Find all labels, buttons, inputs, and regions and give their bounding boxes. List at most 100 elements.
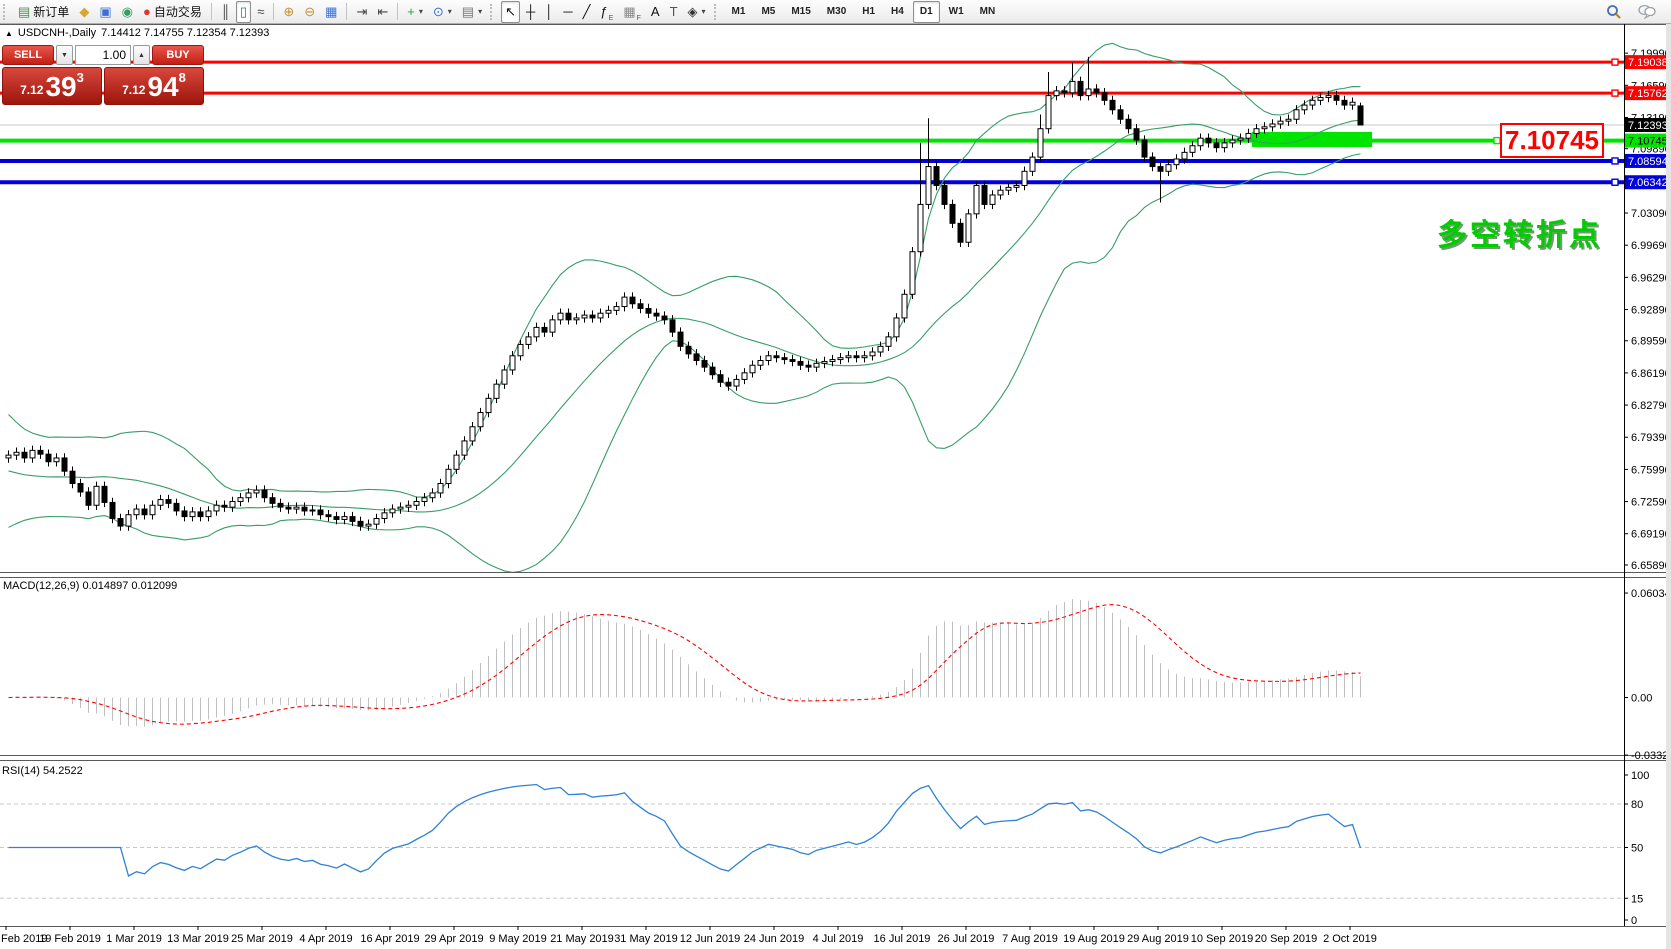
svg-text:7 Aug 2019: 7 Aug 2019: [1002, 933, 1058, 945]
tile-windows-button[interactable]: ▦: [321, 1, 341, 23]
svg-text:7.06342: 7.06342: [1628, 177, 1668, 189]
crosshair-icon: ┼: [526, 4, 536, 19]
chart-canvas[interactable]: 7.199907.165907.131907.098907.030906.996…: [0, 24, 1671, 949]
svg-text:6.69190: 6.69190: [1631, 529, 1671, 541]
sell-price-big: 39: [45, 71, 77, 102]
rsi-label: RSI(14) 54.2522: [2, 765, 83, 777]
market-watch-button[interactable]: ◆: [75, 1, 93, 23]
candlestick-icon: ▯: [240, 4, 248, 19]
svg-text:6.82790: 6.82790: [1631, 400, 1671, 412]
auto-scroll-icon: ⇥: [356, 4, 368, 19]
price-annotation: 7.10745: [1500, 123, 1604, 158]
timeframe-m5-button[interactable]: M5: [754, 1, 782, 23]
vertical-line-button[interactable]: │: [541, 1, 557, 23]
timeframe-m30-button-label: M30: [826, 6, 847, 17]
timeframe-m15-button-label: M15: [791, 6, 811, 17]
text-label-icon: T: [669, 4, 678, 19]
svg-text:31 May 2019: 31 May 2019: [614, 933, 678, 945]
chart-area[interactable]: 7.199907.165907.131907.098907.030906.996…: [0, 24, 1671, 949]
toolbar-separator: [346, 3, 348, 20]
sell-price-button[interactable]: 7.12 39 3: [2, 67, 102, 105]
line-chart-button[interactable]: ≈: [253, 1, 268, 23]
svg-text:24 Jun 2019: 24 Jun 2019: [744, 933, 805, 945]
navigator-icon: ◉: [121, 4, 133, 19]
auto-scroll-button[interactable]: ⇥: [352, 1, 371, 23]
chat-button[interactable]: [1634, 1, 1660, 23]
periods-button[interactable]: ⊙ ▾: [429, 1, 456, 23]
buy-price-button[interactable]: 7.12 94 8: [104, 67, 204, 105]
svg-text:10 Sep 2019: 10 Sep 2019: [1191, 933, 1253, 945]
shapes-icon: ◈: [687, 4, 698, 19]
volume-input[interactable]: [75, 45, 131, 65]
candlestick-chart-button[interactable]: ▯: [236, 0, 252, 23]
timeframe-mn-button[interactable]: MN: [973, 1, 1003, 23]
svg-text:6.89590: 6.89590: [1631, 336, 1671, 348]
svg-text:19 Feb 2019: 19 Feb 2019: [39, 933, 101, 945]
add-indicator-button[interactable]: + ▾: [403, 1, 427, 23]
text-label-button[interactable]: T: [666, 1, 682, 23]
svg-text:6.79390: 6.79390: [1631, 432, 1671, 444]
search-button[interactable]: [1602, 1, 1626, 23]
toolbar-buttons: ▤ 新订单 ◆ ▣ ◉ ● 自动交易 ║ ▯ ≈ ⊕ ⊖ ▦ ⇥ ⇤ + ▾ ⊙ ▾ ▤ ▾ ↖ ┼ │ ─ ╱ ƒ E ▦ F A T ◈ ▾ M…: [0, 0, 1601, 23]
navigator-button[interactable]: ◉: [118, 1, 137, 23]
data-window-button[interactable]: ▣: [95, 1, 115, 23]
bar-chart-button[interactable]: ║: [217, 1, 234, 23]
timeframe-h1-button[interactable]: H1: [855, 1, 882, 23]
sell-button[interactable]: SELL: [2, 45, 54, 65]
cursor-button[interactable]: ↖: [501, 0, 521, 23]
horizontal-line-button[interactable]: ─: [559, 1, 576, 23]
zoom-out-icon: ⊖: [304, 4, 316, 19]
zoom-out-button[interactable]: ⊖: [300, 1, 319, 23]
timeframe-w1-button[interactable]: W1: [942, 1, 971, 23]
add-indicator-icon: +: [407, 4, 415, 19]
dropdown-arrow-icon: ▾: [701, 7, 706, 16]
line-anchor-marker: [1611, 58, 1619, 66]
symbol-ohlc: 7.14412 7.14755 7.12354 7.12393: [101, 27, 270, 39]
svg-text:25 Mar 2019: 25 Mar 2019: [231, 933, 293, 945]
svg-text:6.99690: 6.99690: [1631, 240, 1671, 252]
collapse-panel-icon[interactable]: ▲: [5, 28, 13, 38]
svg-text:19 Aug 2019: 19 Aug 2019: [1063, 933, 1125, 945]
crosshair-button[interactable]: ┼: [522, 1, 539, 23]
cursor-icon: ↖: [505, 4, 517, 19]
svg-text:16 Apr 2019: 16 Apr 2019: [360, 933, 419, 945]
timeframe-m1-button[interactable]: M1: [725, 1, 753, 23]
timeframe-h4-button[interactable]: H4: [884, 1, 911, 23]
svg-text:7.19038: 7.19038: [1628, 57, 1668, 69]
symbol-title: USDCNH-,Daily: [17, 27, 97, 39]
chart-shift-button[interactable]: ⇤: [373, 1, 392, 23]
svg-text:4 Jul 2019: 4 Jul 2019: [813, 933, 864, 945]
template-icon: ▤: [461, 4, 475, 19]
buy-price-big: 94: [147, 71, 179, 102]
svg-text:1 Mar 2019: 1 Mar 2019: [106, 933, 162, 945]
volume-increase-button[interactable]: ▲: [133, 45, 150, 65]
horizontal-line-icon: ─: [563, 4, 573, 19]
trendline-button[interactable]: ╱: [579, 1, 595, 23]
timeframe-m30-button[interactable]: M30: [820, 1, 853, 23]
svg-text:20 Sep 2019: 20 Sep 2019: [1255, 933, 1317, 945]
timeframe-mn-button-label: MN: [979, 6, 996, 17]
zoom-in-button[interactable]: ⊕: [279, 1, 298, 23]
volume-decrease-button[interactable]: ▼: [56, 45, 73, 65]
sell-price-small: 7.12: [20, 83, 44, 97]
line-anchor-marker: [1611, 89, 1619, 97]
autotrading-icon: ●: [142, 4, 151, 19]
new-order-button[interactable]: ▤ 新订单: [14, 1, 73, 23]
fibonacci-fan-button[interactable]: ▦ F: [619, 1, 645, 23]
dropdown-arrow-icon: ▾: [478, 7, 483, 16]
svg-text:26 Jul 2019: 26 Jul 2019: [938, 933, 995, 945]
timeframe-m15-button[interactable]: M15: [784, 1, 817, 23]
timeframe-d1-button[interactable]: D1: [912, 0, 940, 23]
svg-text:-0.033267: -0.033267: [1631, 750, 1671, 762]
toolbar-grip: [490, 3, 495, 20]
buy-button[interactable]: BUY: [152, 45, 204, 65]
shapes-button[interactable]: ◈ ▾: [684, 1, 710, 23]
text-button[interactable]: A: [647, 1, 664, 23]
new-order-button-label: 新订单: [33, 5, 70, 19]
svg-text:29 Aug 2019: 29 Aug 2019: [1127, 933, 1189, 945]
svg-text:12 Jun 2019: 12 Jun 2019: [680, 933, 741, 945]
tile-windows-icon: ▦: [325, 4, 338, 19]
autotrading-button[interactable]: ● 自动交易: [139, 1, 206, 23]
templates-button[interactable]: ▤ ▾: [458, 1, 486, 23]
